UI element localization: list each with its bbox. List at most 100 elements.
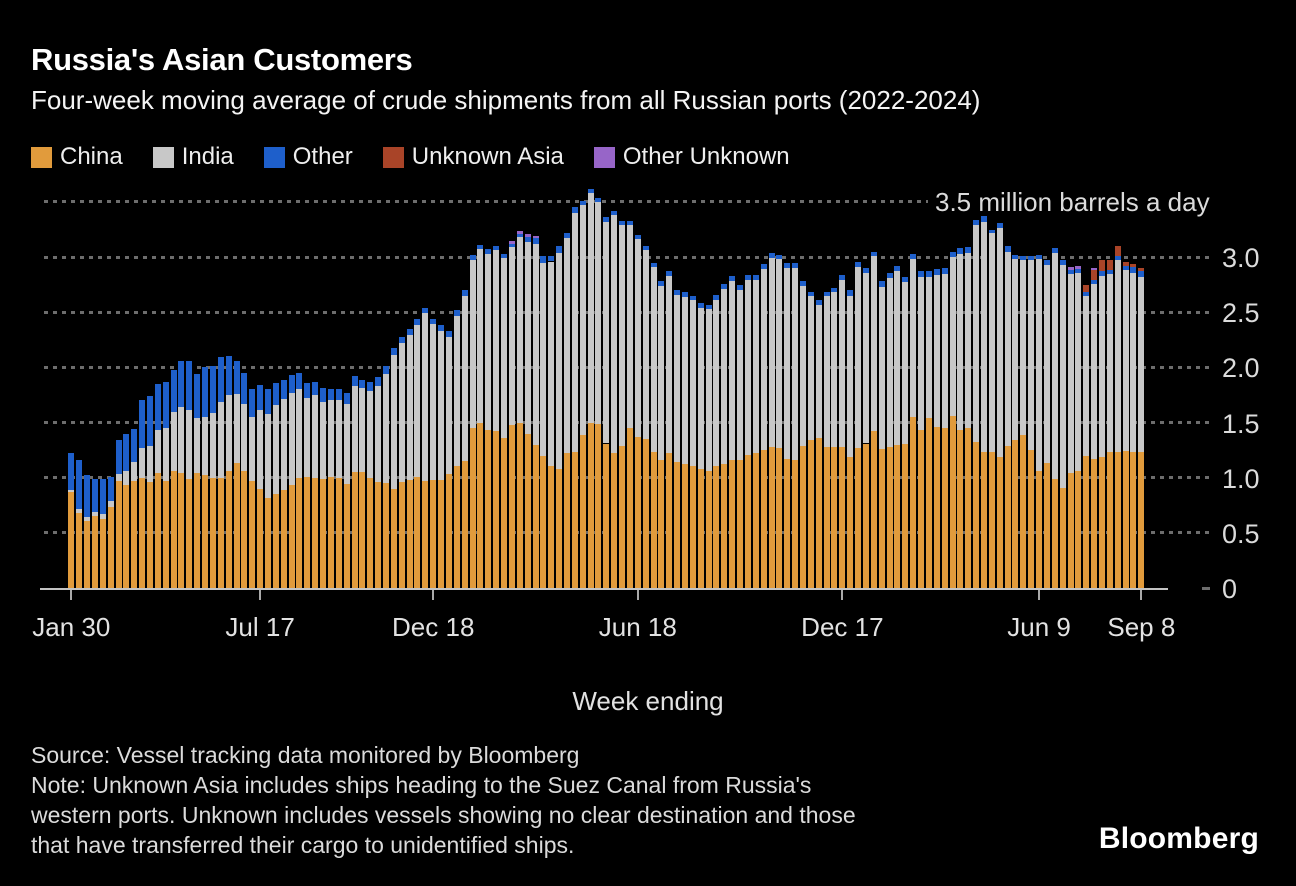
bar-segment-china — [1075, 471, 1082, 588]
bar-segment-other — [414, 318, 421, 326]
bar-segment-other — [249, 389, 256, 418]
bar-segment-india — [312, 394, 319, 478]
bar-segment-china — [485, 430, 492, 588]
bar-segment-china — [603, 443, 610, 588]
bar-segment-india — [697, 307, 704, 469]
bar-segment-india — [611, 215, 618, 454]
bar-segment-india — [729, 281, 736, 461]
bar-segment-china — [579, 434, 586, 588]
bar-segment-unknown-asia — [1106, 260, 1113, 271]
bar-segment-india — [658, 285, 665, 461]
zero-gridline-dash — [1202, 587, 1210, 590]
y-tick-label-3.0: 3.0 — [1222, 243, 1260, 274]
bar-segment-other — [532, 238, 539, 244]
bar-segment-india — [619, 225, 626, 446]
legend-label: Other Unknown — [622, 143, 790, 170]
bar-segment-china — [414, 476, 421, 588]
bar-segment-other — [107, 476, 114, 501]
bar-segment-other — [815, 300, 822, 305]
bar-segment-india — [626, 225, 633, 429]
bar-segment-india — [1106, 273, 1113, 453]
bar-segment-china — [107, 507, 114, 588]
bar-segment-india — [870, 255, 877, 432]
bar-segment-other — [1051, 248, 1058, 253]
bar-segment-unknown-asia — [1083, 284, 1090, 293]
bar-segment-india — [721, 289, 728, 465]
bar-segment-china — [729, 460, 736, 588]
bar-segment-india — [146, 445, 153, 483]
bar-segment-other — [1099, 271, 1105, 276]
bar-segment-china — [320, 478, 327, 588]
bar-segment-china — [1059, 487, 1066, 588]
bar-segment-other — [807, 292, 814, 296]
bar-segment-india — [760, 269, 767, 451]
bar-segment-india — [831, 292, 838, 447]
bar-segment-china — [461, 461, 468, 588]
bar-segment-other — [886, 272, 893, 279]
bar-segment-china — [257, 488, 264, 588]
legend-label: India — [181, 143, 234, 170]
bar-segment-india — [925, 276, 932, 419]
bar-segment-india — [241, 403, 248, 472]
bar-segment-china — [988, 452, 995, 588]
x-tick-label-dec-17: Dec 17 — [801, 612, 884, 642]
bar-segment-other — [241, 372, 248, 404]
bar-segment-india — [642, 250, 649, 440]
bar-segment-india — [1083, 295, 1090, 456]
bar-segment-other — [1012, 254, 1019, 260]
bar-segment-china — [139, 477, 146, 588]
bar-segment-other — [99, 478, 106, 515]
bar-segment-india — [1051, 252, 1058, 479]
bar-segment-other — [587, 188, 594, 194]
bar-segment-other — [1043, 260, 1050, 265]
bar-segment-india — [571, 212, 578, 453]
bar-segment-other — [760, 263, 767, 270]
bar-segment-china — [154, 473, 161, 588]
bar-segment-other-unknown — [1075, 265, 1082, 270]
bar-segment-china — [965, 428, 972, 588]
bar-segment-other-unknown — [1067, 267, 1074, 271]
bar-segment-china — [296, 477, 303, 588]
bar-segment-other — [123, 433, 130, 472]
bar-segment-other — [973, 219, 980, 226]
x-tick-label-dec-18: Dec 18 — [392, 612, 475, 642]
bar-segment-india — [689, 300, 696, 466]
bar-segment-china — [343, 484, 350, 588]
bar-segment-other — [438, 325, 445, 331]
bar-segment-china — [918, 430, 925, 588]
bar-segment-china — [304, 476, 311, 588]
bar-segment-china — [1004, 445, 1011, 588]
bar-segment-india — [839, 280, 846, 447]
bar-segment-india — [1091, 283, 1098, 459]
note-line-1: Note: Unknown Asia includes ships headin… — [31, 772, 812, 798]
bar-segment-other — [996, 222, 1003, 229]
bar-segment-other — [650, 262, 657, 268]
bar-segment-other — [335, 389, 342, 401]
legend-item-unknown-asia: Unknown Asia — [382, 143, 564, 171]
bar-segment-china — [186, 478, 193, 588]
bar-segment-china — [438, 479, 445, 588]
bar-segment-other — [453, 310, 460, 316]
x-tick-label-jun-18: Jun 18 — [598, 612, 677, 642]
bar-segment-china — [1122, 451, 1129, 588]
bar-segment-china — [800, 445, 807, 588]
bar-segment-other — [312, 381, 319, 395]
bar-segment-other-unknown — [524, 233, 531, 238]
bar-segment-other — [744, 274, 751, 281]
bar-segment-other — [878, 281, 885, 287]
x-axis-title: Week ending — [572, 686, 724, 716]
bar-segment-india — [1067, 273, 1074, 474]
bar-segment-china — [91, 516, 98, 588]
bar-segment-other — [1004, 246, 1011, 252]
bar-segment-other — [154, 383, 161, 431]
bar-segment-other — [170, 369, 177, 412]
x-tick-jun-18 — [636, 590, 639, 600]
bar-segment-india — [792, 268, 799, 461]
bar-segment-china — [713, 465, 720, 588]
bar-segment-china — [194, 473, 201, 588]
bar-segment-india — [327, 400, 334, 477]
bar-segment-china — [1138, 452, 1145, 588]
bar-segment-china — [776, 447, 783, 588]
bar-segment-india — [973, 225, 980, 443]
bar-segment-india — [123, 471, 130, 486]
